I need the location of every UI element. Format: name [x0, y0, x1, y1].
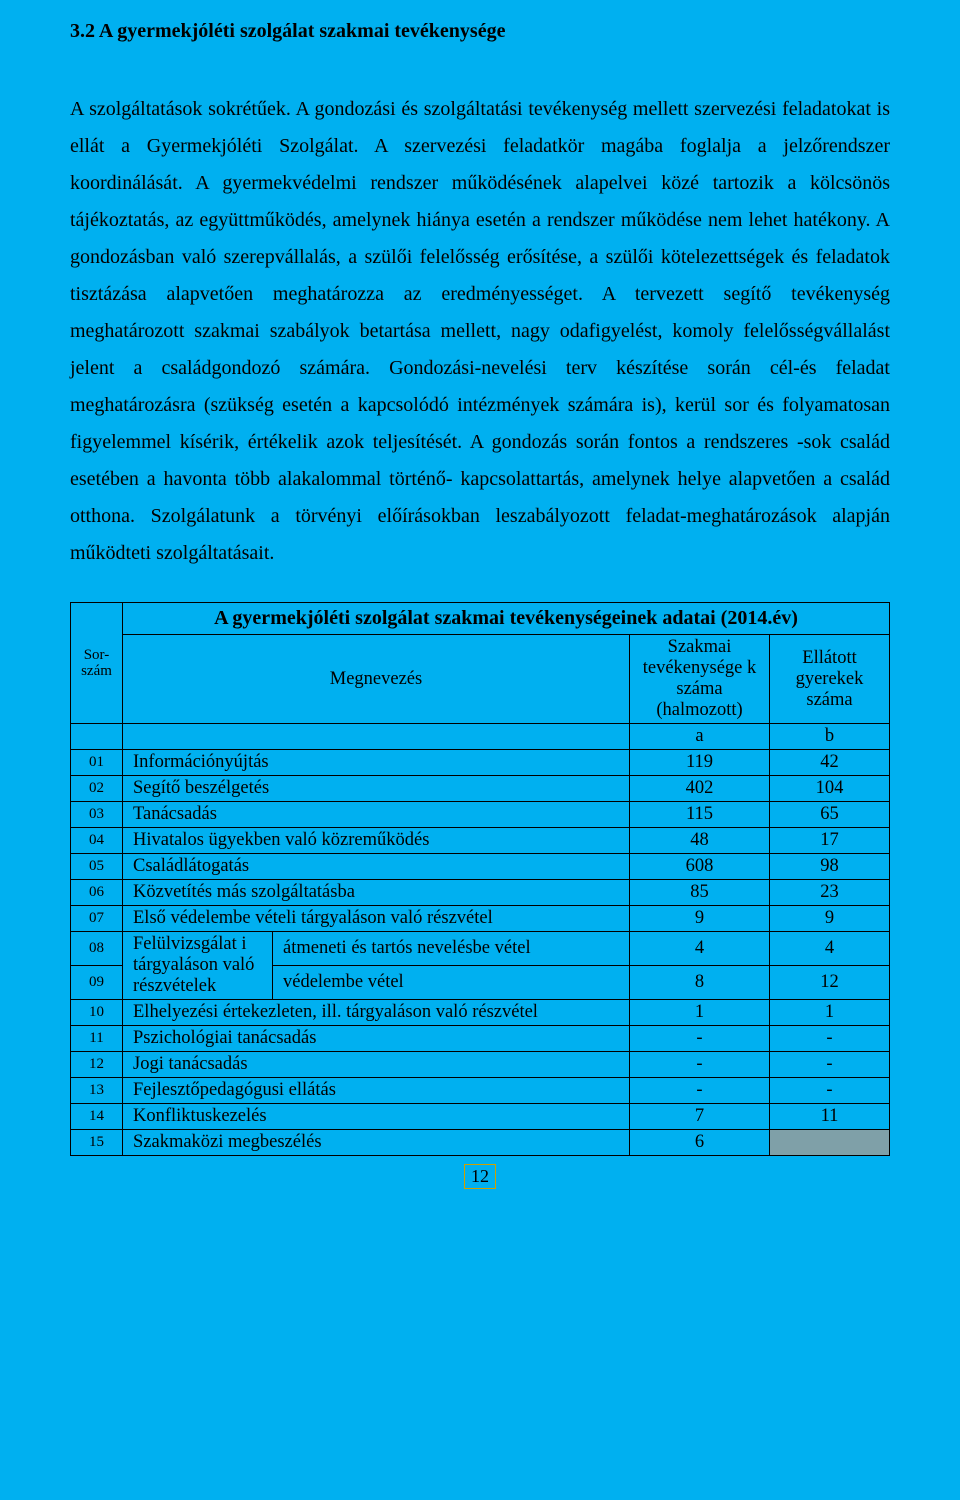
row-name: Információnyújtás [123, 750, 630, 776]
row-num: 11 [71, 1026, 123, 1052]
row-name: Segítő beszélgetés [123, 776, 630, 802]
table-row: 12 Jogi tanácsadás - - [71, 1052, 890, 1078]
merged-sub-8: átmeneti és tartós nevelésbe vétel [273, 932, 630, 966]
row-name: Családlátogatás [123, 854, 630, 880]
row-name: Tanácsadás [123, 802, 630, 828]
row-val-a: 4 [630, 932, 770, 966]
col-header-sorszam: Sor-szám [71, 603, 123, 724]
table-title-row: Sor-szám A gyermekjóléti szolgálat szakm… [71, 603, 890, 635]
row-val-a: 608 [630, 854, 770, 880]
row-num: 09 [71, 966, 123, 1000]
row-val-a: 9 [630, 906, 770, 932]
row-val-b: 11 [770, 1104, 890, 1130]
table-row: 08 Felülvizsgálat i tárgyaláson való rés… [71, 932, 890, 966]
table-row: 06 Közvetítés más szolgáltatásba 85 23 [71, 880, 890, 906]
row-val-b: 65 [770, 802, 890, 828]
table-row: 01 Információnyújtás 119 42 [71, 750, 890, 776]
table-row: 14 Konfliktuskezelés 7 11 [71, 1104, 890, 1130]
empty-cell [123, 724, 630, 750]
col-header-ellatott: Ellátott gyerekek száma [770, 635, 890, 724]
row-val-b: - [770, 1052, 890, 1078]
row-val-b: 98 [770, 854, 890, 880]
row-name: Konfliktuskezelés [123, 1104, 630, 1130]
row-val-a: 48 [630, 828, 770, 854]
row-val-a: 119 [630, 750, 770, 776]
row-val-a: 85 [630, 880, 770, 906]
row-val-b: - [770, 1026, 890, 1052]
row-name: Elhelyezési értekezleten, ill. tárgyalás… [123, 1000, 630, 1026]
row-name: Jogi tanácsadás [123, 1052, 630, 1078]
row-name: Pszichológiai tanácsadás [123, 1026, 630, 1052]
table-row: 11 Pszichológiai tanácsadás - - [71, 1026, 890, 1052]
page-number-wrap: 12 [70, 1164, 890, 1189]
row-num: 02 [71, 776, 123, 802]
table-row: 04 Hivatalos ügyekben való közreműködés … [71, 828, 890, 854]
row-num: 04 [71, 828, 123, 854]
row-num: 06 [71, 880, 123, 906]
row-num: 15 [71, 1130, 123, 1156]
section-heading: 3.2 A gyermekjóléti szolgálat szakmai te… [70, 20, 890, 43]
row-name: Közvetítés más szolgáltatásba [123, 880, 630, 906]
page-container: 3.2 A gyermekjóléti szolgálat szakmai te… [0, 0, 960, 1199]
row-val-a: 8 [630, 966, 770, 1000]
row-num: 13 [71, 1078, 123, 1104]
col-header-megnevezes: Megnevezés [123, 635, 630, 724]
row-val-b: 23 [770, 880, 890, 906]
table-row: 02 Segítő beszélgetés 402 104 [71, 776, 890, 802]
table-subheader-row: a b [71, 724, 890, 750]
row-val-a: - [630, 1078, 770, 1104]
row-num: 05 [71, 854, 123, 880]
row-val-b: 1 [770, 1000, 890, 1026]
row-num: 01 [71, 750, 123, 776]
row-val-b: 17 [770, 828, 890, 854]
table-row: 03 Tanácsadás 115 65 [71, 802, 890, 828]
data-table: Sor-szám A gyermekjóléti szolgálat szakm… [70, 602, 890, 1156]
body-paragraph: A szolgáltatások sokrétűek. A gondozási … [70, 91, 890, 572]
row-val-b: 12 [770, 966, 890, 1000]
subheader-b: b [770, 724, 890, 750]
table-row: 10 Elhelyezési értekezleten, ill. tárgya… [71, 1000, 890, 1026]
row-val-a: 115 [630, 802, 770, 828]
row-name: Fejlesztőpedagógusi ellátás [123, 1078, 630, 1104]
row-val-a: - [630, 1026, 770, 1052]
row-val-b-shaded [770, 1130, 890, 1156]
row-num: 12 [71, 1052, 123, 1078]
row-val-b: 42 [770, 750, 890, 776]
table-row: 13 Fejlesztőpedagógusi ellátás - - [71, 1078, 890, 1104]
table-header-row: Megnevezés Szakmai tevékenysége k száma … [71, 635, 890, 724]
page-number: 12 [464, 1164, 496, 1189]
row-val-a: - [630, 1052, 770, 1078]
row-name: Szakmaközi megbeszélés [123, 1130, 630, 1156]
row-val-a: 402 [630, 776, 770, 802]
row-val-b: 4 [770, 932, 890, 966]
row-val-b: - [770, 1078, 890, 1104]
row-val-a: 1 [630, 1000, 770, 1026]
row-num: 08 [71, 932, 123, 966]
table-row: 05 Családlátogatás 608 98 [71, 854, 890, 880]
col-header-szakmai: Szakmai tevékenysége k száma (halmozott) [630, 635, 770, 724]
row-val-b: 104 [770, 776, 890, 802]
empty-cell [71, 724, 123, 750]
row-name: Hivatalos ügyekben való közreműködés [123, 828, 630, 854]
row-val-a: 7 [630, 1104, 770, 1130]
row-num: 07 [71, 906, 123, 932]
table-row: 07 Első védelembe vételi tárgyaláson val… [71, 906, 890, 932]
row-num: 14 [71, 1104, 123, 1130]
row-num: 03 [71, 802, 123, 828]
subheader-a: a [630, 724, 770, 750]
merged-sub-9: védelembe vétel [273, 966, 630, 1000]
table-title: A gyermekjóléti szolgálat szakmai tevéke… [123, 603, 890, 635]
row-val-b: 9 [770, 906, 890, 932]
merged-row-label: Felülvizsgálat i tárgyaláson való részvé… [123, 932, 273, 1000]
row-name: Első védelembe vételi tárgyaláson való r… [123, 906, 630, 932]
row-num: 10 [71, 1000, 123, 1026]
table-row: 15 Szakmaközi megbeszélés 6 [71, 1130, 890, 1156]
row-val-a: 6 [630, 1130, 770, 1156]
